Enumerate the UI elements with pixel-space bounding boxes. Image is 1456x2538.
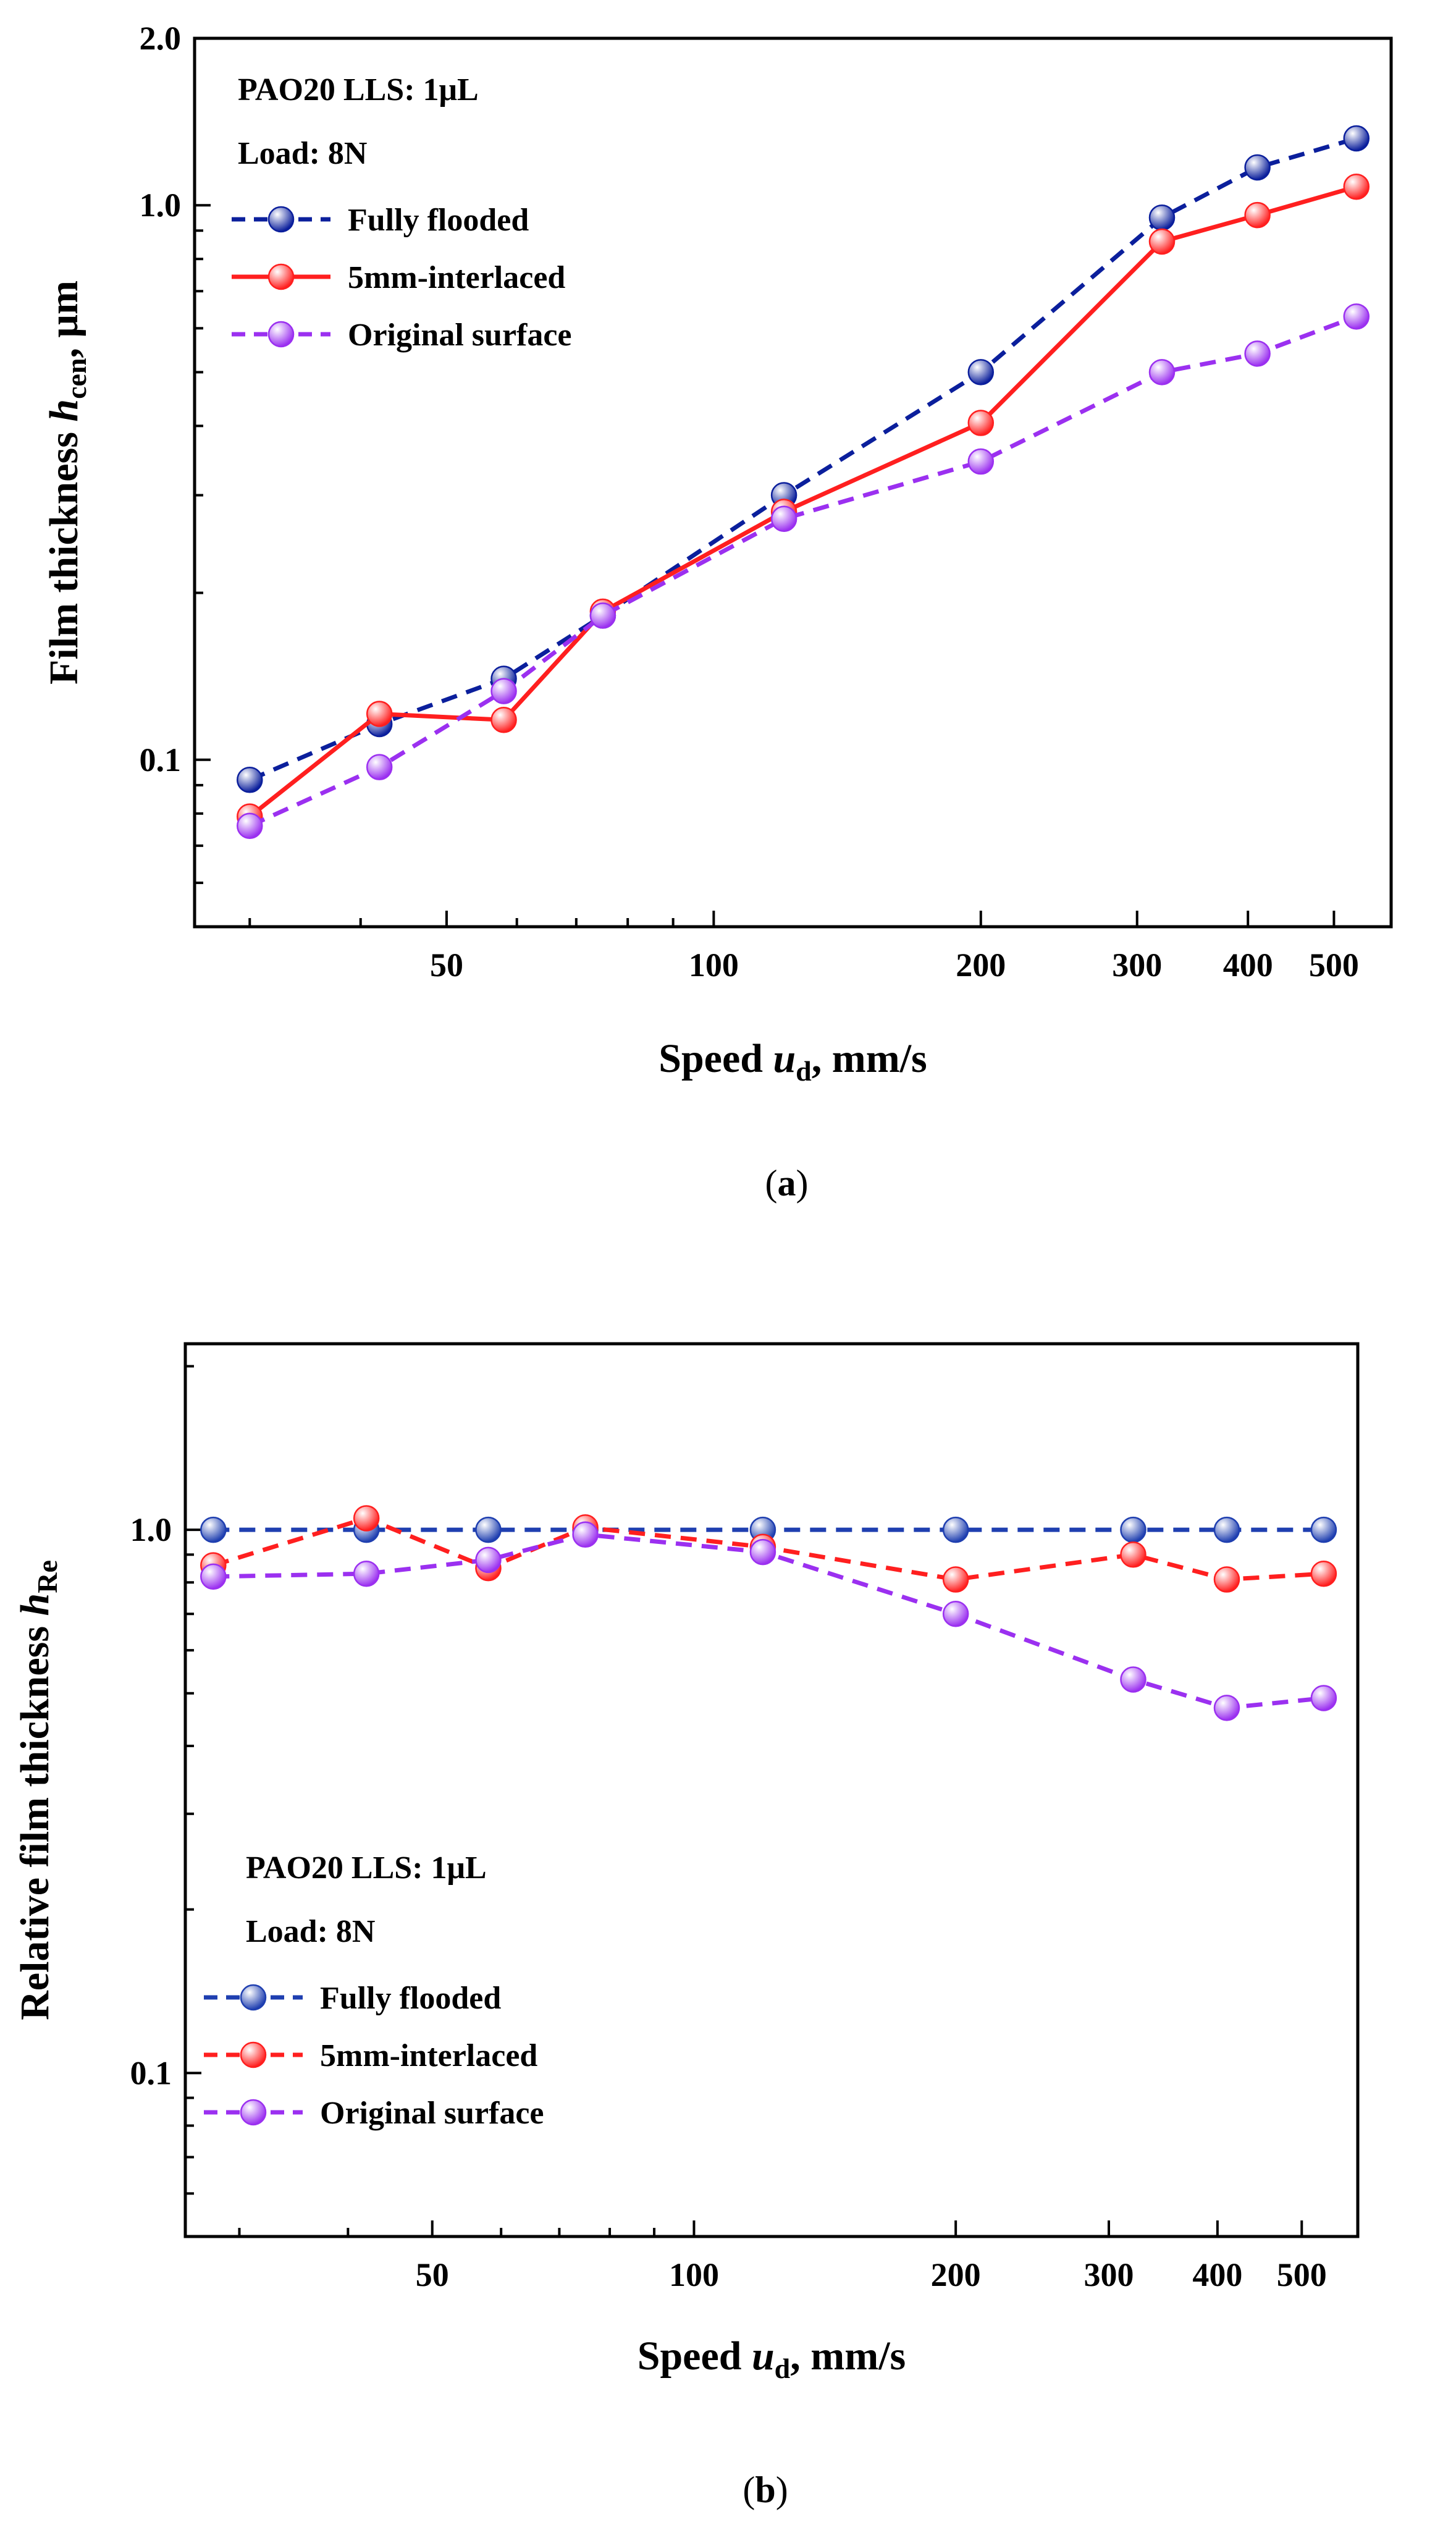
legend-label: Fully flooded: [320, 1981, 501, 2016]
data-point: [1120, 1666, 1147, 1693]
y-tick-label: 1.0: [140, 187, 182, 224]
data-point: [475, 1516, 502, 1543]
data-point: [572, 1521, 599, 1548]
y-tick-label: 0.1: [130, 2054, 172, 2091]
data-point: [967, 359, 995, 386]
data-point: [1213, 1516, 1240, 1543]
chart-note: Load: 8N: [238, 136, 367, 171]
data-point: [942, 1601, 969, 1627]
y-axis-title: Relative film thickness hRe: [12, 1560, 63, 2020]
data-point: [1343, 125, 1370, 152]
legend-label: Original surface: [348, 318, 572, 353]
chart-b: 50 100 200 300 400 500 0.1 1.0 Speed ud, mm/s Rel…: [12, 1342, 1360, 2510]
data-point: [237, 812, 263, 840]
x-tick-label: 500: [1309, 946, 1359, 984]
x-tick-label: 300: [1084, 2256, 1134, 2293]
series-line-2: [248, 314, 1358, 828]
x-tick-label: 400: [1223, 946, 1273, 984]
x-axis-title: Speed ud, mm/s: [638, 2334, 906, 2384]
data-point: [366, 701, 393, 727]
data-point: [1343, 173, 1370, 200]
data-point: [1213, 1566, 1240, 1593]
chart-caption: (b): [743, 2469, 788, 2510]
data-point: [1244, 340, 1271, 367]
data-point: [1148, 204, 1176, 231]
data-point: [366, 754, 393, 780]
chart-a: 50 100 200 300 400 500 0.1 1.0 2.0 Speed ud, mm/s…: [41, 20, 1393, 1204]
y-axis-title: Film thickness hcen, μm: [41, 280, 92, 685]
data-point: [1120, 1516, 1147, 1543]
data-point: [1244, 201, 1271, 229]
chart-note: PAO20 LLS: 1μL: [246, 1850, 487, 1886]
data-point: [770, 505, 797, 532]
chart-caption: (a): [765, 1163, 809, 1204]
y-tick-label: 1.0: [130, 1511, 172, 1548]
legend-marker: [267, 263, 295, 290]
legend-marker: [240, 1984, 267, 2011]
data-point: [490, 707, 517, 733]
legend-marker: [267, 206, 295, 233]
chart-note: Load: 8N: [246, 1914, 375, 1949]
chart-note: PAO20 LLS: 1μL: [238, 72, 479, 108]
data-point: [589, 602, 616, 629]
data-point: [475, 1546, 502, 1574]
data-point: [1310, 1560, 1337, 1587]
data-point: [353, 1560, 380, 1587]
x-tick-label: 200: [956, 946, 1006, 984]
x-tick-label: 500: [1277, 2256, 1327, 2293]
data-point: [1310, 1685, 1337, 1711]
legend-marker: [240, 2099, 267, 2126]
x-axis-title: Speed ud, mm/s: [659, 1036, 927, 1087]
data-point: [237, 767, 263, 793]
data-point: [1213, 1695, 1240, 1721]
legend-marker: [267, 321, 295, 348]
data-point: [1148, 359, 1176, 386]
data-point: [942, 1516, 969, 1543]
data-point: [200, 1516, 227, 1543]
legend-label: 5mm-interlaced: [320, 2038, 537, 2073]
x-tick-label: 100: [669, 2256, 719, 2293]
data-point: [967, 448, 995, 475]
data-point: [749, 1538, 776, 1566]
data-point: [1120, 1541, 1147, 1568]
y-tick-label: 0.1: [140, 741, 182, 778]
x-tick-label: 50: [430, 946, 463, 984]
plot-frame: [193, 36, 1393, 929]
data-point: [967, 410, 995, 436]
data-point: [1343, 303, 1370, 330]
legend-label: 5mm-interlaced: [348, 260, 565, 295]
data-point: [353, 1505, 380, 1532]
legend-label: Original surface: [320, 2096, 544, 2131]
data-point: [1310, 1516, 1337, 1543]
y-tick-label: 2.0: [140, 20, 182, 57]
data-point: [200, 1563, 227, 1590]
x-tick-label: 50: [416, 2256, 449, 2293]
x-tick-label: 300: [1112, 946, 1162, 984]
x-tick-label: 200: [931, 2256, 981, 2293]
x-tick-label: 400: [1192, 2256, 1242, 2293]
data-point: [942, 1566, 969, 1593]
data-point: [490, 678, 517, 704]
data-point: [1148, 228, 1176, 255]
legend-label: Fully flooded: [348, 203, 529, 238]
plot-frame: [183, 1342, 1360, 2238]
x-tick-label: 100: [689, 946, 739, 984]
data-point: [1244, 154, 1271, 181]
legend-marker: [240, 2041, 267, 2068]
